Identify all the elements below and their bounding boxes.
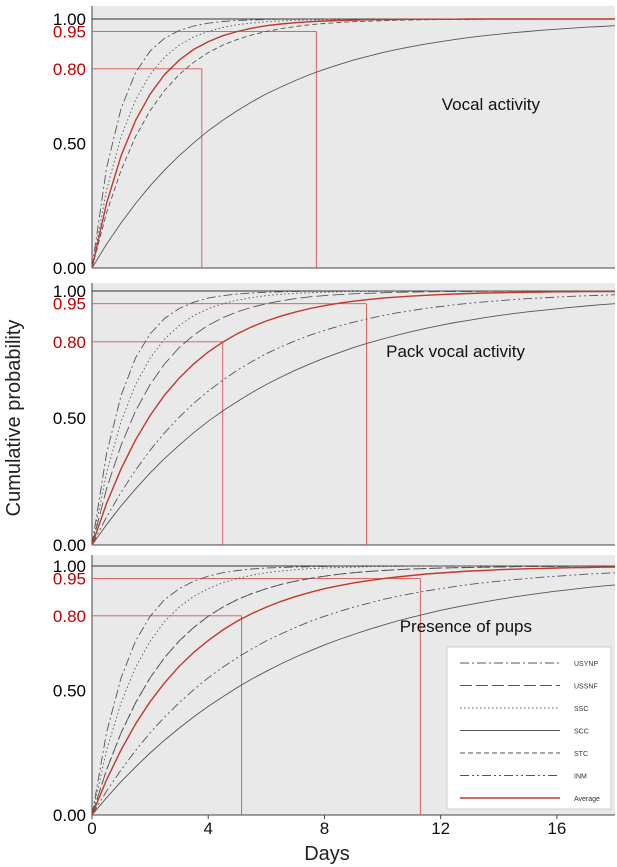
series-line-inm: [91, 572, 616, 816]
legend-label: INM: [574, 774, 587, 781]
series-line-inm: [91, 294, 616, 546]
series-line-ssc: [91, 565, 615, 816]
series-line-scc: [91, 584, 616, 816]
x-tick-label: 4: [203, 819, 212, 838]
y-tick-label: 0.50: [53, 409, 86, 428]
legend-box: [446, 646, 612, 810]
y-tick-label: 0.95: [53, 569, 86, 588]
series-line-usynp: [91, 290, 615, 546]
x-tick-label: 12: [431, 819, 450, 838]
x-tick-label: 16: [547, 819, 566, 838]
legend: USYNP USSNF SSC SCC STC INM Average: [446, 646, 612, 810]
plot-background: [92, 283, 615, 545]
x-tick-label: 0: [87, 819, 96, 838]
y-tick-label: 0.95: [53, 22, 86, 41]
panel-title: Vocal activity: [442, 95, 541, 114]
panel-1: 0.00 0.50 0.80 0.951.00 Vocal activity: [53, 6, 616, 278]
plot-background: [92, 6, 615, 268]
panel-2: 0.00 0.50 0.80 0.951.00 Pack vocal activity: [53, 282, 616, 555]
y-tick-label: 0.95: [53, 295, 86, 314]
y-tick-label: 0.50: [53, 682, 86, 701]
y-tick-label: 1.00: [53, 282, 86, 301]
y-tick-label: 1.00: [53, 557, 86, 576]
legend-label: SSC: [574, 706, 588, 713]
legend-label: Average: [574, 796, 600, 803]
x-tick-label: 8: [320, 819, 329, 838]
y-tick-label: 0.00: [53, 806, 86, 825]
panel-title: Pack vocal activity: [386, 342, 525, 361]
legend-label: SCC: [574, 729, 589, 736]
y-tick-label: 0.00: [53, 259, 86, 278]
legend-label: USYNP: [574, 661, 598, 668]
y-tick-label: 0.80: [53, 60, 86, 79]
series-line-average: [91, 290, 615, 546]
series-line-average: [91, 18, 615, 269]
y-tick-label: 0.80: [53, 333, 86, 352]
legend-label: STC: [574, 751, 588, 758]
series-line-ssc: [91, 290, 615, 546]
series-line-stc: [91, 18, 615, 269]
y-tick-label: 0.80: [53, 607, 86, 626]
series-line-average: [91, 566, 616, 816]
y-axis-label: Cumulative probability: [3, 320, 25, 517]
series-line-ussnf: [91, 290, 615, 546]
y-tick-label: 1.00: [53, 10, 86, 29]
legend-label: USSNF: [574, 684, 598, 691]
panel-title: Presence of pups: [400, 617, 532, 636]
x-axis-label: Days: [304, 843, 350, 865]
series-line-scc: [91, 25, 616, 269]
series-line-stc: [91, 565, 615, 816]
y-tick-label: 0.00: [53, 536, 86, 555]
series-line-ssc: [91, 18, 615, 269]
y-tick-label: 0.50: [53, 135, 86, 154]
series-line-scc: [91, 303, 616, 546]
series-line-usynp: [91, 565, 615, 816]
